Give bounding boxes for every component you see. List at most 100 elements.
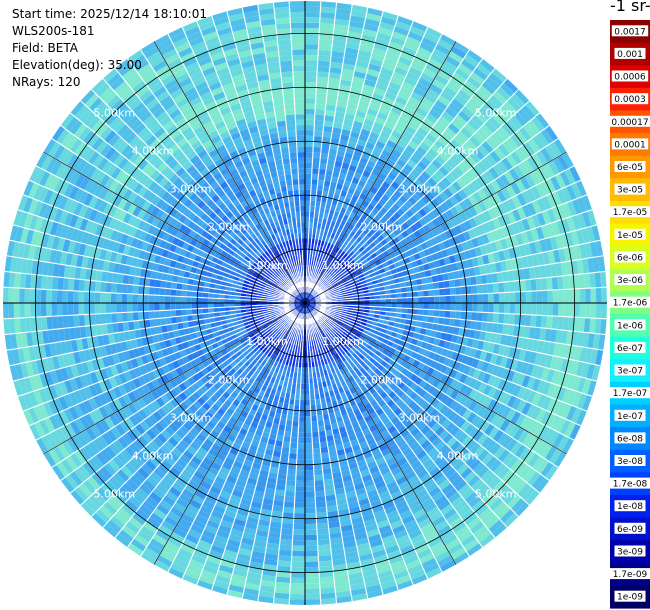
range-gate (370, 372, 378, 379)
range-gate (355, 268, 361, 273)
range-gate (367, 317, 374, 321)
range-gate (541, 210, 551, 225)
range-gate (459, 200, 469, 211)
range-gate (329, 288, 335, 292)
range-gate (306, 329, 308, 336)
range-gate (436, 381, 445, 391)
range-gate (417, 126, 429, 137)
range-gate (493, 293, 500, 303)
range-gate (471, 257, 479, 267)
range-gate (484, 423, 495, 436)
range-gate (291, 572, 305, 578)
range-gate (569, 166, 581, 182)
range-gate (289, 305, 295, 307)
range-gate (515, 360, 524, 373)
range-gate (307, 319, 308, 325)
range-gate (310, 303, 316, 306)
range-gate (448, 491, 461, 504)
range-gate (279, 549, 292, 557)
range-gate (387, 325, 394, 331)
range-gate (443, 280, 450, 288)
range-gate (347, 266, 353, 271)
range-gate (299, 351, 302, 357)
range-gate (353, 189, 361, 198)
range-gate (314, 388, 319, 395)
range-gate (405, 451, 416, 461)
range-gate (337, 255, 342, 261)
range-gate (531, 214, 541, 228)
range-gate (473, 148, 485, 160)
range-gate (414, 385, 423, 395)
range-gate (559, 171, 571, 187)
range-gate (263, 313, 269, 316)
range-gate (425, 358, 433, 367)
range-gate (346, 406, 353, 414)
range-gate (434, 139, 446, 151)
range-gate (354, 350, 361, 356)
range-gate (485, 154, 497, 167)
range-gate (346, 248, 352, 255)
range-gate (454, 150, 465, 162)
range-gate (453, 403, 463, 414)
range-gate (290, 437, 298, 443)
range-gate (451, 475, 464, 488)
range-gate (371, 168, 380, 177)
range-gate (330, 461, 340, 468)
range-gate (347, 169, 355, 177)
range-gate (405, 262, 413, 270)
range-gate (517, 430, 529, 444)
range-gate (366, 437, 376, 446)
range-gate (310, 399, 316, 406)
range-gate (309, 298, 315, 301)
range-gate (553, 249, 561, 263)
range-gate (314, 322, 317, 328)
range-gate (363, 364, 370, 371)
range-gate (315, 299, 321, 302)
range-gate (407, 173, 417, 183)
range-gate (337, 95, 349, 103)
range-gate (506, 455, 519, 469)
range-gate (57, 316, 64, 329)
range-gate (308, 294, 313, 299)
range-gate (224, 311, 231, 316)
range-gate (299, 318, 302, 324)
range-gate (364, 306, 370, 310)
range-gate (422, 233, 430, 242)
range-gate (497, 345, 506, 356)
range-gate (347, 325, 353, 330)
range-gate (342, 303, 349, 305)
range-gate (473, 67, 488, 81)
range-gate (396, 476, 407, 486)
range-gate (498, 313, 505, 324)
range-gate (460, 85, 475, 98)
range-gate (430, 360, 438, 369)
range-gate (329, 313, 335, 316)
range-gate (319, 565, 333, 573)
range-gate (330, 456, 339, 463)
range-gate (330, 181, 337, 189)
range-gate (380, 67, 394, 77)
range-gate (202, 308, 209, 314)
range-gate (237, 320, 244, 325)
range-gate (331, 281, 337, 285)
range-gate (442, 162, 453, 173)
range-gate (471, 115, 484, 128)
range-gate (327, 368, 332, 375)
range-gate (426, 395, 436, 405)
range-gate (389, 347, 396, 354)
range-gate (290, 344, 294, 350)
range-gate (274, 378, 280, 385)
range-gate (319, 33, 333, 41)
range-gate (459, 278, 466, 287)
range-gate (444, 198, 454, 209)
range-gate (372, 318, 379, 322)
range-gate (380, 101, 393, 111)
range-gate (426, 255, 434, 263)
range-gate (327, 318, 332, 322)
range-gate (518, 326, 525, 337)
range-gate (294, 399, 300, 406)
range-gate (447, 272, 455, 280)
range-gate (463, 328, 470, 338)
range-gate (341, 267, 347, 273)
range-gate (294, 502, 305, 508)
